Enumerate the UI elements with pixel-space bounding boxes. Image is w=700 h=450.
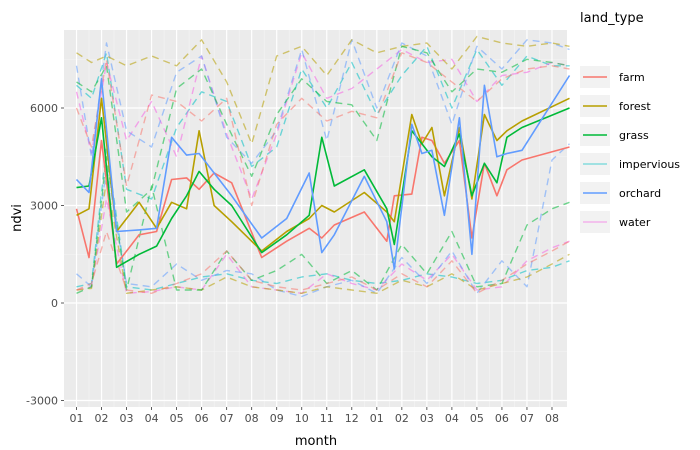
x-tick-label: 05 (170, 412, 184, 425)
series-line-orchard-min (76, 143, 570, 298)
x-tick-label: 06 (495, 412, 509, 425)
plot-panel (64, 30, 567, 407)
x-tick-label: 04 (445, 412, 459, 425)
series-line-orchard (75, 75, 571, 270)
series-line-impervious-min (76, 146, 570, 291)
x-axis-title: month (295, 434, 337, 449)
series-line-forest-max (76, 35, 570, 145)
legend-label-forest: forest (619, 100, 651, 113)
x-tick-label: 10 (295, 412, 309, 425)
legend-label-farm: farm (619, 71, 645, 84)
y-tick-label: 0 (51, 297, 58, 310)
series-line-forest (76, 97, 570, 252)
legend-title: land_type (580, 11, 644, 26)
x-tick-label: 02 (395, 412, 409, 425)
solid-series-layer (75, 75, 571, 270)
legend-label-orchard: orchard (619, 187, 661, 200)
legend-key-water (580, 211, 610, 233)
x-tick-label: 07 (220, 412, 234, 425)
x-tick-label: 05 (470, 412, 484, 425)
y-tick-label: -3000 (26, 395, 58, 408)
series-line-impervious-max (76, 45, 570, 200)
y-tick-label: 3000 (30, 200, 58, 213)
series-line-farm-max (75, 52, 570, 207)
y-axis-title: ndvi (10, 204, 25, 232)
series-line-water-min (76, 198, 570, 294)
x-axis: 01 02 03 04 05 06 07 08 09 10 11 12 01 02 03 04 05 06 07 08 (70, 407, 559, 425)
legend-label-water: water (619, 216, 651, 229)
x-tick-label: 01 (70, 412, 84, 425)
x-tick-label: 04 (145, 412, 159, 425)
x-tick-label: 12 (345, 412, 359, 425)
y-tick-label: 6000 (30, 102, 58, 115)
x-tick-label: 07 (520, 412, 534, 425)
series-line-grass-max (76, 45, 570, 213)
x-tick-label: 01 (370, 412, 384, 425)
x-tick-label: 06 (195, 412, 209, 425)
series-line-farm-min (76, 230, 570, 294)
x-tick-label: 03 (420, 412, 434, 425)
x-tick-label: 03 (120, 412, 134, 425)
x-tick-label: 09 (270, 412, 284, 425)
series-line-grass-min (76, 156, 570, 294)
x-tick-label: 11 (320, 412, 334, 425)
dashed-series-layer (75, 35, 570, 298)
y-axis: -3000 0 3000 6000 (26, 102, 64, 408)
legend: land_type farm forest grass impervious orcha… (580, 11, 680, 233)
x-tick-label: 08 (245, 412, 259, 425)
x-tick-label: 08 (545, 412, 559, 425)
x-tick-label: 02 (95, 412, 109, 425)
legend-key-impervious (580, 153, 610, 175)
series-line-grass (76, 107, 570, 269)
legend-label-grass: grass (619, 129, 649, 142)
legend-label-impervious: impervious (619, 158, 680, 171)
